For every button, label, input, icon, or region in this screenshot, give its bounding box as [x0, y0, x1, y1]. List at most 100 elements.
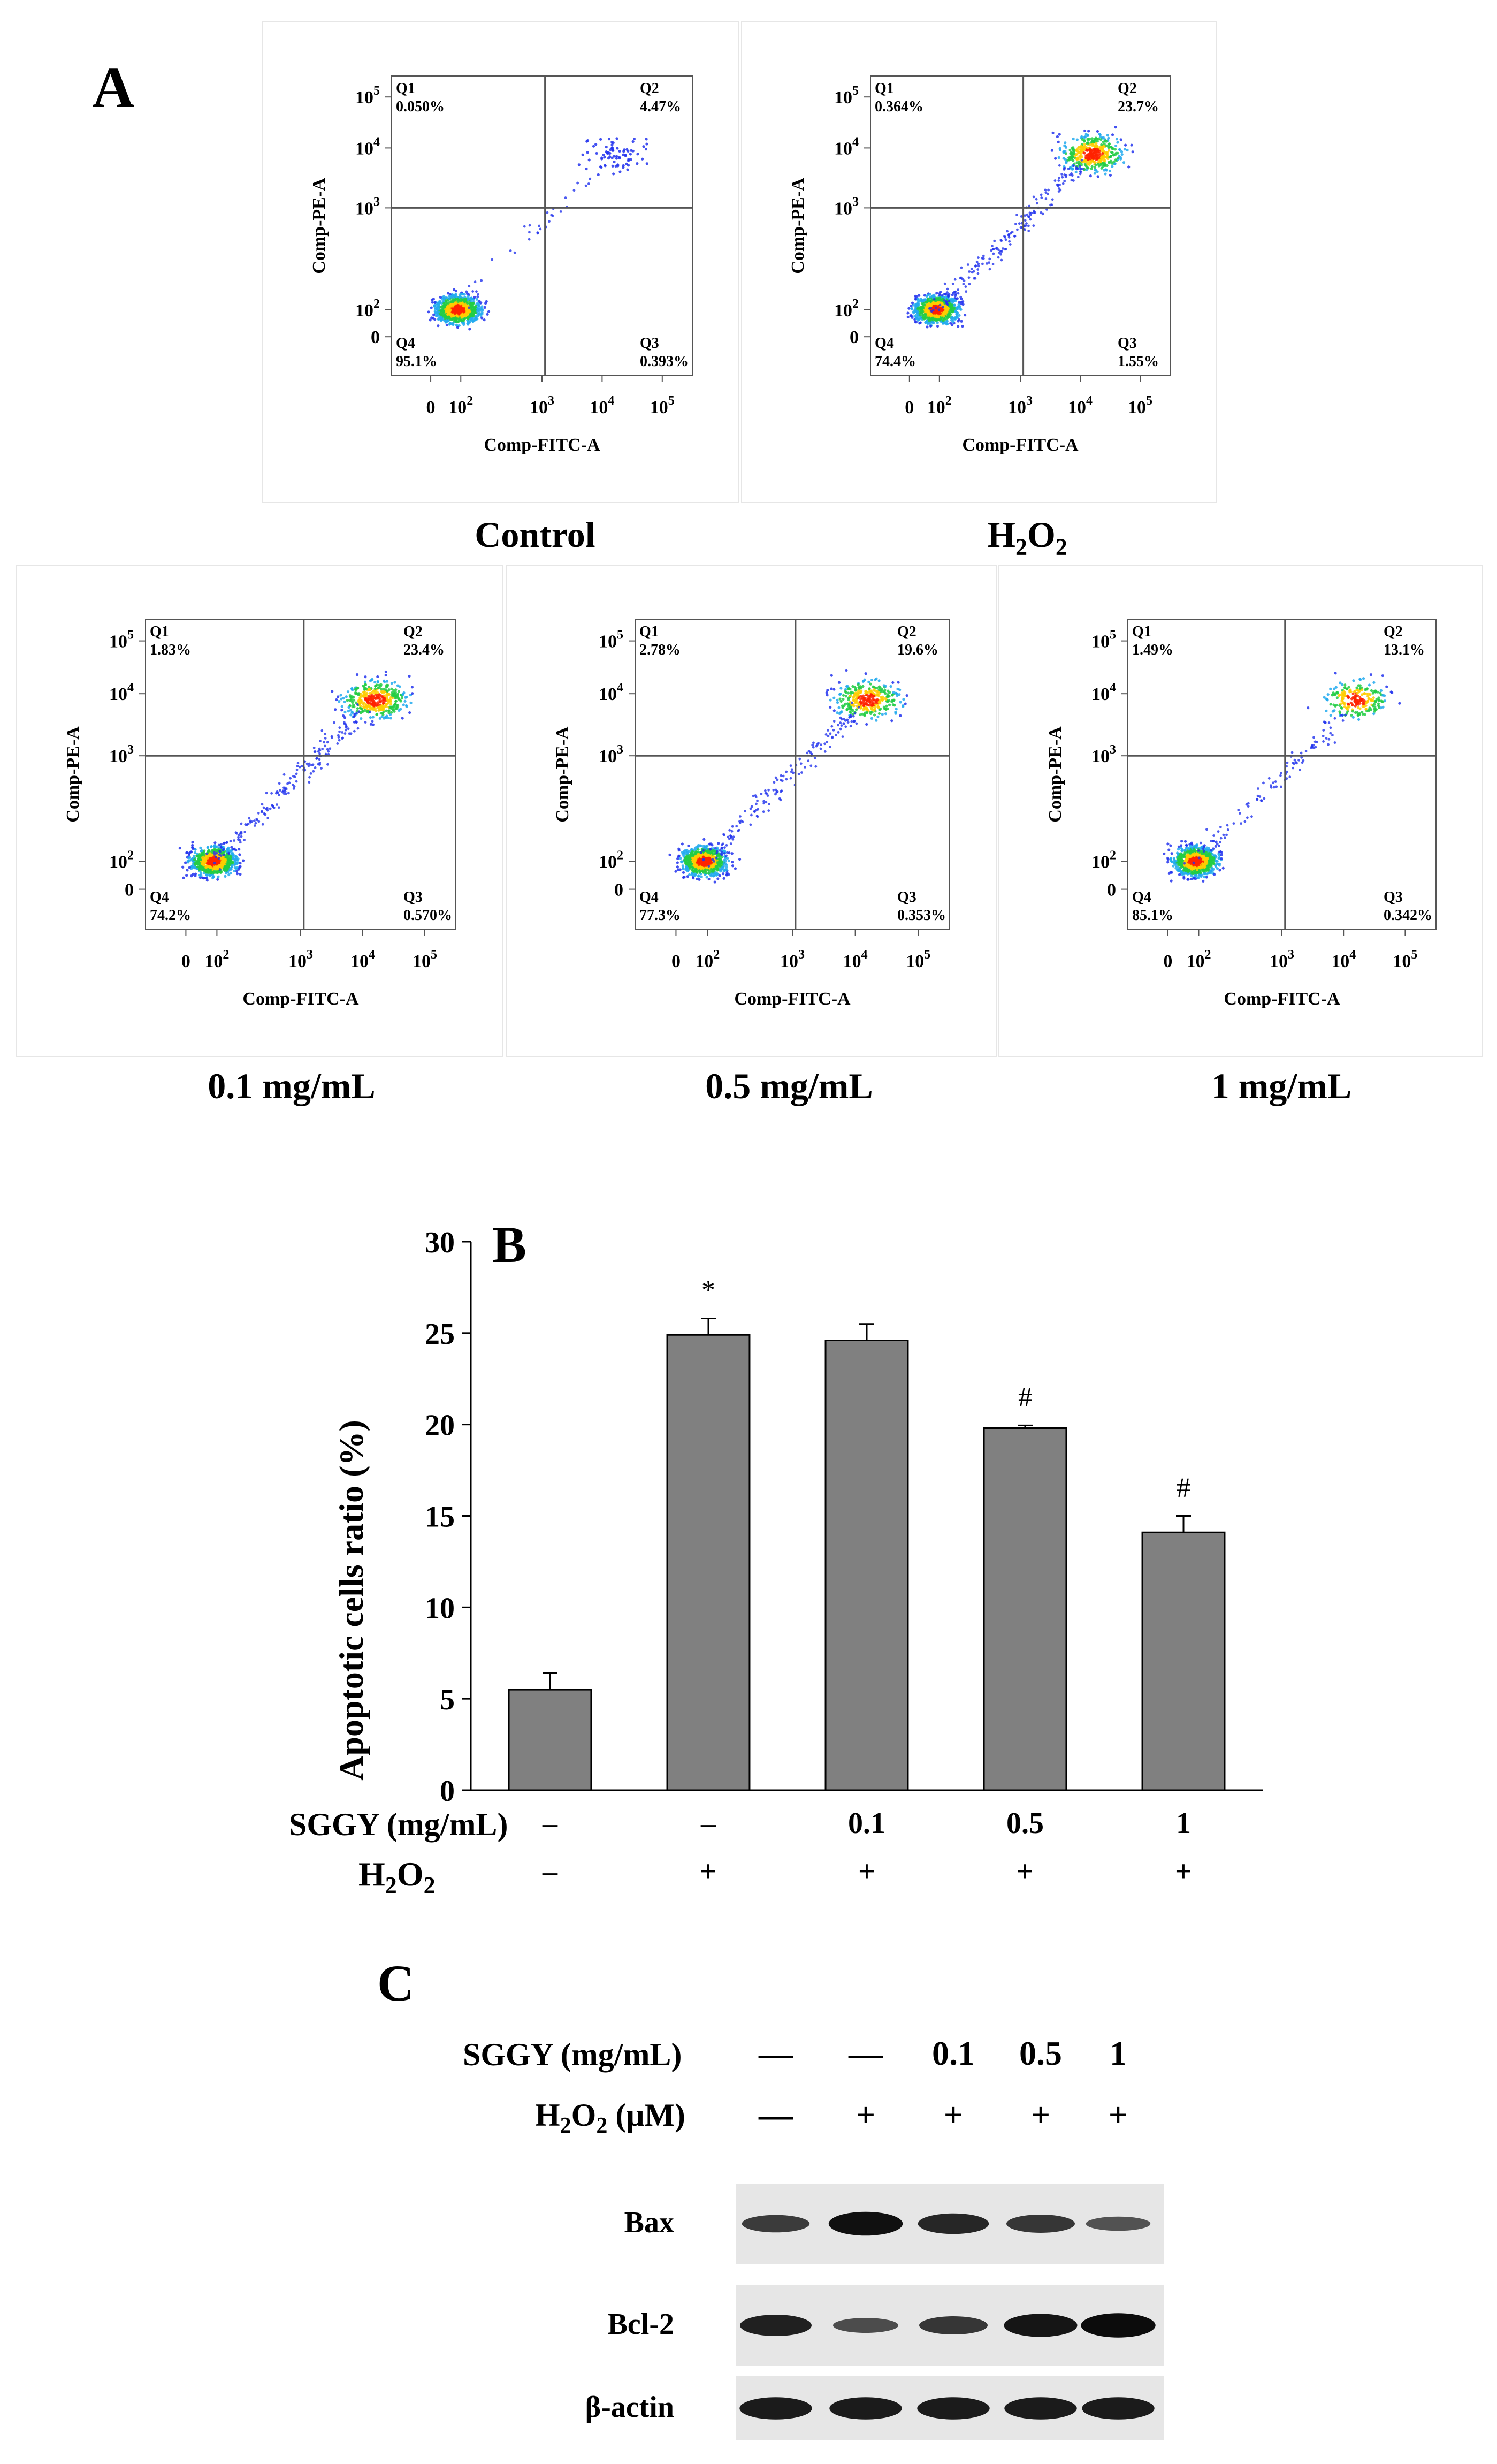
- blot-band: [1082, 2397, 1155, 2420]
- y-tick-exponent: 2: [617, 848, 623, 862]
- h2o2-sub1: 2: [560, 2113, 571, 2138]
- condition-value: 0.5: [1006, 1807, 1044, 1840]
- flow-x-axis-label: Comp-FITC-A: [734, 989, 851, 1009]
- flow-y-axis-label: Comp-PE-A: [309, 178, 329, 274]
- blot-lane-condition: —: [759, 2034, 793, 2072]
- quadrant-percent: 19.6%: [897, 642, 938, 658]
- x-tick-exponent: 3: [307, 948, 313, 962]
- quadrant-percent: 0.393%: [640, 353, 689, 370]
- flow-plot-frame: 0 0 102 102 103 103 104 104 105 105 Comp-FITC-A Com…: [506, 565, 997, 1057]
- x-tick-label: 0: [181, 952, 190, 971]
- flow-plot-svg: 0 0 102 102 103 103 104 104 105 105 Comp-FITC-A Com…: [788, 75, 1171, 455]
- x-tick-label: 104: [1331, 948, 1356, 971]
- x-tick-exponent: 5: [1411, 948, 1417, 962]
- blot-lane-condition: +: [1030, 2096, 1051, 2134]
- x-tick-label: 103: [530, 394, 554, 417]
- quadrant-name: Q2: [403, 623, 423, 640]
- y-tick-label: 0: [371, 328, 380, 347]
- bar: [508, 1689, 592, 1791]
- flow-y-axis-label: Comp-PE-A: [1045, 726, 1065, 823]
- x-tick-exponent: 2: [467, 394, 473, 408]
- blot-band: [742, 2215, 810, 2233]
- blot-row-label: Bax: [624, 2206, 674, 2239]
- flow-plot-caption: 0.1 mg/mL: [208, 1066, 376, 1106]
- h2o2-h: H: [535, 2097, 560, 2133]
- condition-value: +: [700, 1855, 717, 1888]
- flow-plot-svg: 0 0 102 102 103 103 104 104 105 105 Comp-FITC-A Com…: [553, 619, 950, 1009]
- significance-marker: *: [701, 1275, 715, 1306]
- flow-plot-caption: 1 mg/mL: [1211, 1066, 1352, 1106]
- x-tick-label: 105: [413, 948, 437, 971]
- quadrant-name: Q4: [875, 335, 894, 352]
- x-tick-exponent: 3: [1288, 948, 1294, 962]
- bar: [666, 1334, 751, 1791]
- x-tick-exponent: 3: [798, 948, 805, 962]
- condition-value: +: [1175, 1855, 1192, 1888]
- x-tick-label: 103: [1008, 394, 1033, 417]
- flow-plot-box: [1127, 619, 1437, 930]
- y-tick-label: 10: [425, 1592, 455, 1625]
- y-tick-label: 0: [125, 880, 134, 900]
- y-tick-label: 104: [834, 135, 859, 158]
- x-tick-label: 105: [906, 948, 930, 971]
- quadrant-name: Q3: [640, 335, 659, 352]
- blot-band: [740, 2315, 812, 2336]
- flow-plot-svg: 0 0 102 102 103 103 104 104 105 105 Comp-FITC-A Com…: [63, 619, 456, 1009]
- y-tick-label: 103: [834, 195, 859, 218]
- quadrant-percent: 2.78%: [639, 642, 681, 658]
- x-tick-exponent: 3: [548, 394, 554, 408]
- blot-lane-condition: +: [943, 2096, 964, 2134]
- quadrant-name: Q1: [639, 623, 659, 640]
- x-tick-label: 0: [1163, 952, 1172, 971]
- flow-plot-frame: 0 0 102 102 103 103 104 104 105 105 Comp-FITC-A Com…: [998, 565, 1483, 1057]
- y-tick-exponent: 5: [617, 628, 623, 642]
- y-tick-label: 105: [109, 628, 134, 652]
- quadrant-percent: 74.4%: [875, 353, 916, 370]
- quadrant-percent: 0.353%: [897, 907, 946, 924]
- condition-value: –: [543, 1855, 557, 1888]
- y-tick-exponent: 4: [852, 135, 859, 149]
- quadrant-name: Q3: [897, 889, 916, 906]
- quadrant-name: Q2: [897, 623, 916, 640]
- panel-b-letter: B: [492, 1216, 527, 1273]
- condition-value: 0.1: [848, 1807, 885, 1840]
- y-tick-label: 105: [599, 628, 623, 652]
- quadrant-percent: 74.2%: [150, 907, 191, 924]
- y-tick-label: 105: [1091, 628, 1116, 652]
- blot-strip: [736, 2285, 1164, 2366]
- x-tick-label: 105: [1128, 394, 1152, 417]
- y-tick-label: 104: [1091, 681, 1116, 704]
- quadrant-name: Q2: [1384, 623, 1403, 640]
- blot-band: [828, 2211, 903, 2236]
- x-tick-exponent: 3: [1026, 394, 1033, 408]
- quadrant-percent: 85.1%: [1132, 907, 1173, 924]
- flow-plot-caption: H2O2: [867, 514, 1188, 561]
- blot-band: [918, 2213, 989, 2234]
- y-tick-label: 5: [440, 1683, 455, 1716]
- y-tick-exponent: 2: [127, 848, 134, 862]
- y-tick-label: 104: [599, 681, 623, 704]
- y-tick-exponent: 5: [852, 84, 859, 98]
- y-tick-exponent: 4: [617, 681, 623, 695]
- condition-value: +: [1017, 1855, 1034, 1888]
- blot-band: [919, 2316, 988, 2334]
- bar: [983, 1427, 1067, 1791]
- flow-plot-box: [145, 619, 456, 930]
- flow-plot-box: [391, 75, 693, 376]
- quadrant-name: Q2: [1118, 80, 1137, 97]
- x-tick-exponent: 4: [608, 394, 614, 408]
- y-tick-exponent: 4: [127, 681, 134, 695]
- x-tick-label: 105: [650, 394, 675, 417]
- blot-band: [1004, 2314, 1078, 2337]
- quadrant-percent: 0.570%: [403, 907, 452, 924]
- h2o2-unit: (μM): [607, 2097, 685, 2133]
- quadrant-name: Q3: [1118, 335, 1137, 352]
- x-tick-exponent: 5: [924, 948, 930, 962]
- x-tick-label: 104: [590, 394, 614, 417]
- x-tick-label: 0: [426, 398, 436, 417]
- x-tick-label: 102: [1186, 948, 1211, 971]
- y-tick-exponent: 4: [1110, 681, 1116, 695]
- y-tick-label: 105: [355, 84, 380, 108]
- blot-band: [1004, 2397, 1077, 2420]
- flow-x-axis-label: Comp-FITC-A: [484, 435, 600, 455]
